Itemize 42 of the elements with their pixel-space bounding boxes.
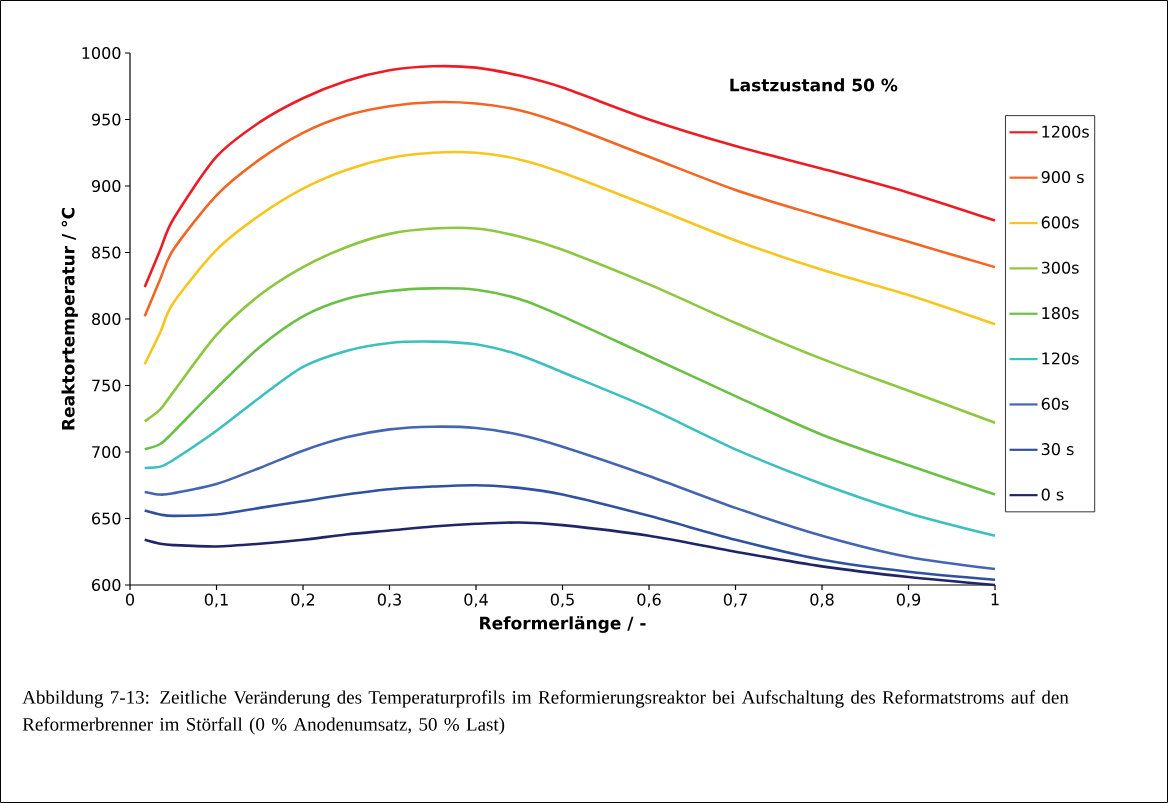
line-series	[143, 340, 997, 538]
x-axis-title: Reformerlänge / -	[480, 616, 646, 633]
x-tick-label: 0,8	[810, 593, 834, 608]
legend-label: 600s	[1041, 216, 1079, 229]
legend-label: 30 s	[1041, 443, 1074, 456]
line-series	[143, 425, 997, 571]
legend-label: 900 s	[1041, 170, 1084, 184]
legend-label: 60s	[1041, 397, 1069, 410]
x-tick-label: 0,6	[637, 593, 661, 608]
line-series	[143, 483, 997, 581]
y-tick-label: 1000	[82, 46, 121, 60]
line-series	[143, 100, 997, 318]
legend-label: 300s	[1041, 261, 1079, 274]
x-tick-label: 0,5	[550, 593, 574, 608]
legend-label: 180s	[1042, 307, 1079, 320]
line-series	[143, 150, 997, 366]
y-tick-label: 900	[91, 179, 121, 193]
x-tick-label: 0,3	[377, 593, 401, 608]
line-series	[143, 521, 997, 587]
line-series	[143, 226, 997, 425]
legend-label: 1200s	[1042, 125, 1089, 138]
y-tick-label: 850	[92, 246, 121, 259]
y-tick-label: 950	[91, 113, 121, 126]
y-tick-label: 700	[92, 445, 121, 459]
legend-label: 0 s	[1041, 488, 1064, 501]
x-tick-label: 0,1	[204, 593, 228, 608]
y-tick-label: 750	[92, 379, 121, 392]
annotation: Lastzustand 50 %	[730, 78, 898, 92]
line-series	[143, 287, 997, 496]
y-axis-title: Reaktortemperatur / °C	[61, 208, 78, 430]
x-tick-label: 0,9	[896, 593, 921, 608]
x-tick-label: 0,2	[291, 593, 315, 608]
y-tick-label: 800	[92, 312, 121, 326]
line-series	[143, 64, 997, 289]
y-tick-label: 650	[92, 512, 121, 525]
x-tick-label: 0,7	[723, 593, 747, 608]
x-tick-label: 0	[125, 593, 135, 606]
text: Abbildung 7-13: Zeitliche Veränderung des Temperaturprofils im Reformierungsreaktor bei Aufschaltung des Reformatstroms auf den Reformerbrenner im Störfall (0 % Anodenumsatz, 50 % Last)	[22, 690, 1069, 735]
x-tick-label: 1	[991, 593, 999, 606]
x-tick-label: 0,4	[464, 593, 488, 608]
legend-label: 120s	[1042, 352, 1079, 365]
y-tick-label: 600	[92, 578, 121, 592]
